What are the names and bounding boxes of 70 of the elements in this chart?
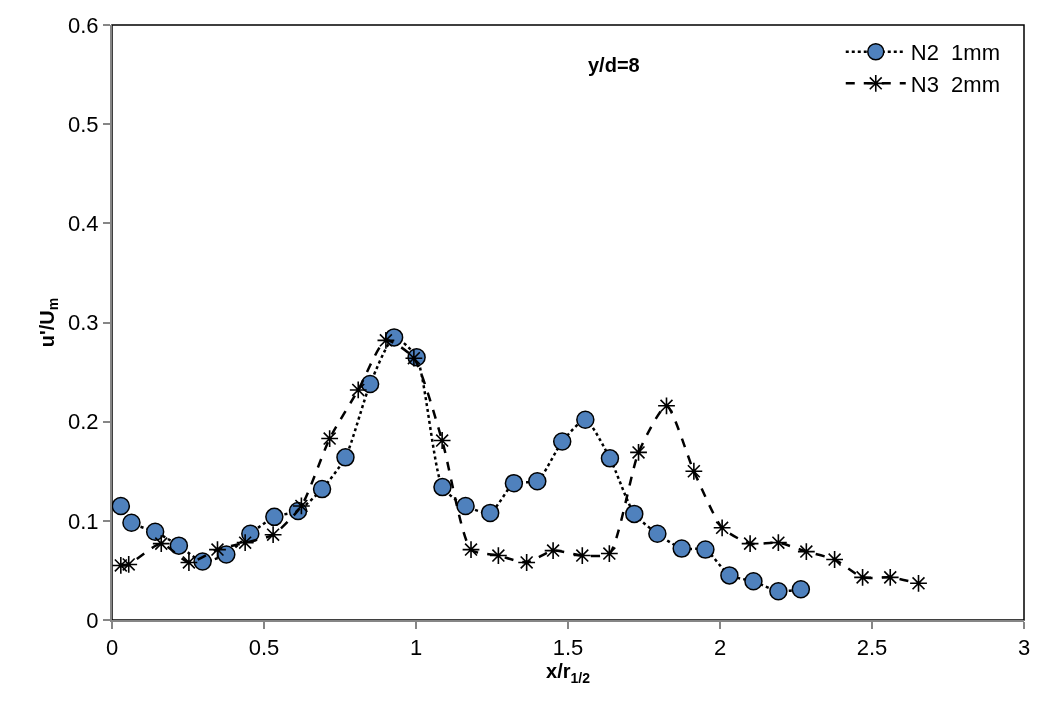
point [528, 471, 547, 491]
point [349, 380, 368, 400]
point [336, 448, 355, 467]
point [517, 553, 536, 572]
y-tick-label: 0.2 [68, 409, 99, 435]
x-tick-label: 0 [105, 635, 119, 661]
point [881, 568, 900, 587]
point [600, 449, 620, 468]
point [456, 496, 475, 516]
point [432, 431, 452, 450]
point [552, 432, 572, 451]
point [797, 542, 816, 561]
y-tick-label: 0.1 [68, 508, 99, 534]
point [461, 540, 481, 559]
x-axis-title: x/r$_{1/2}$ [546, 660, 591, 686]
legend-label: N3 2mm [910, 71, 1001, 97]
point [360, 374, 380, 394]
point [740, 534, 760, 553]
point [909, 574, 928, 593]
y-tick-label: 0.6 [68, 12, 99, 38]
point [791, 580, 811, 599]
point [696, 540, 715, 559]
point [769, 533, 788, 552]
x-tick-label: 2 [713, 635, 727, 661]
point [600, 544, 619, 563]
point [208, 540, 227, 559]
point [179, 553, 199, 572]
x-tick-label: 2.5 [856, 635, 888, 661]
point [263, 525, 283, 544]
point [119, 555, 138, 574]
y-tick-label: 0.3 [68, 310, 99, 336]
point [625, 504, 644, 524]
point [112, 496, 131, 516]
x-tick-label: 1.5 [552, 635, 584, 661]
point [292, 496, 311, 516]
point [825, 550, 844, 569]
legend-label: N2 1mm [910, 40, 1001, 66]
x-tick-label: 3 [1017, 635, 1031, 661]
point [489, 546, 508, 565]
annotation: y/d=8 [588, 54, 640, 76]
y-tick-label: 0.4 [68, 211, 99, 237]
y-tick-label: 0 [86, 607, 99, 633]
x-tick-label: 1 [409, 635, 423, 661]
point [543, 541, 563, 560]
point [712, 518, 732, 537]
point [853, 568, 872, 587]
point [145, 522, 165, 541]
point [433, 477, 452, 497]
point [152, 534, 171, 553]
point [648, 524, 667, 543]
point [376, 331, 396, 350]
point [720, 566, 739, 585]
point [265, 507, 284, 527]
point [480, 503, 500, 523]
point [744, 572, 763, 591]
point [657, 396, 676, 415]
point [312, 479, 332, 499]
point [629, 443, 648, 462]
point [504, 473, 524, 493]
point [769, 581, 788, 601]
point [320, 429, 339, 448]
point [576, 410, 595, 429]
point [573, 546, 592, 565]
point [235, 533, 255, 552]
point [684, 462, 704, 481]
y-tick-label: 0.5 [68, 111, 99, 137]
point [672, 539, 691, 558]
point [122, 513, 141, 533]
point [169, 536, 189, 555]
x-tick-label: 0.5 [248, 635, 280, 661]
